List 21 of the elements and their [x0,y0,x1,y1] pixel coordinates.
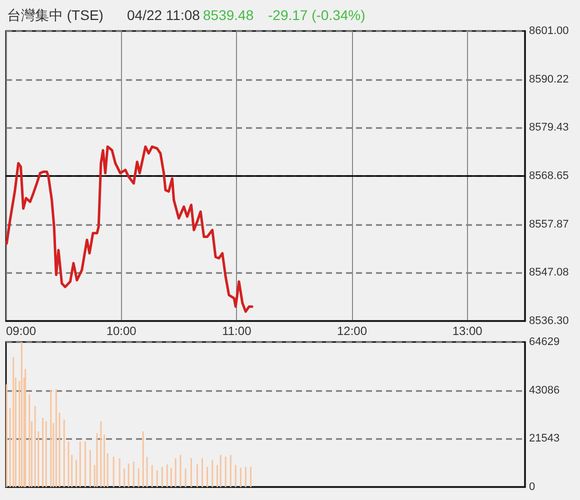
y-tick-label: 8601.00 [529,25,569,37]
y-tick-label: 0 [529,481,536,493]
y-tick-label: 8547.08 [529,266,569,279]
x-tick-label: 09:00 [6,324,36,338]
x-tick-label: 13:00 [452,324,483,338]
text: -29.17 (-0.34%) [268,7,366,23]
y-tick-label: 64629 [529,336,560,348]
y-tick-label: 43086 [529,384,560,396]
y-tick-label: 8568.65 [529,170,569,182]
text: 04/22 11:08 [127,7,200,23]
x-tick-label: 12:00 [336,324,368,338]
y-tick-label: 8579.43 [529,122,569,134]
chart-title: 台灣集中 (TSE) [7,7,104,23]
y-tick-label: 8557.87 [529,218,569,230]
text: 8539.48 [203,7,254,23]
line-series [5,145,254,313]
y-tick-label: 21543 [529,432,560,445]
x-tick-label: 11:00 [222,324,252,338]
y-tick-label: 8536.30 [529,315,569,327]
x-tick-label: 10:00 [106,324,137,338]
y-tick-label: 8590.22 [529,73,569,86]
